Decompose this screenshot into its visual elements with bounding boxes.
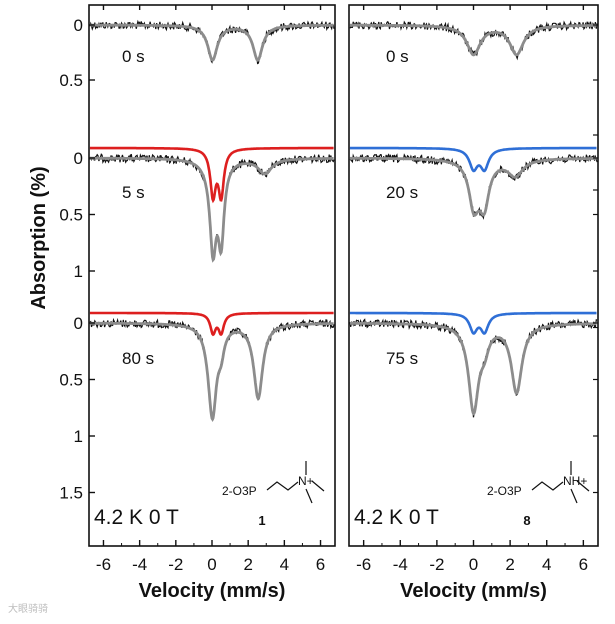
y-tick-label: 1 [74, 427, 83, 446]
component-fit-right-1 [349, 146, 597, 173]
x-tick-label: 4 [542, 555, 551, 574]
component-fit-right-2 [349, 311, 597, 335]
y-tick-label: 0 [74, 314, 83, 333]
component-fit-left-1 [89, 146, 334, 204]
x-tick-label: -2 [168, 555, 183, 574]
x-tick-label: -6 [96, 555, 111, 574]
compound-formula: 2-O3P [487, 484, 522, 498]
x-axis-title: Velocity (mm/s) [139, 580, 286, 602]
trace-label: 0 s [386, 47, 409, 66]
chain-bonds [266, 481, 299, 491]
condition-label: 4.2 K 0 T [354, 506, 439, 529]
y-tick-label: 1.5 [59, 484, 83, 503]
total-fit-right-0 [349, 23, 597, 57]
total-fit-left-0 [89, 23, 334, 62]
y-tick-label: 0 [74, 149, 83, 168]
watermark: 大眼骑骑 [8, 602, 48, 615]
compound-head-group: N+ [298, 474, 314, 488]
data-trace-left-0 [89, 19, 335, 65]
x-tick-label: 0 [469, 555, 478, 574]
methyl-bond [570, 488, 578, 504]
x-tick-label: -6 [356, 555, 371, 574]
compound-number: 1 [258, 513, 265, 528]
y-tick-label: 0.5 [59, 371, 83, 390]
compound-structure-left: 2-O3P N+ 1 [222, 461, 325, 528]
condition-label: 4.2 K 0 T [94, 506, 179, 529]
trace-label: 0 s [122, 47, 145, 66]
x-tick-label: -4 [132, 555, 147, 574]
methyl-bond [576, 480, 590, 492]
x-tick-label: 4 [280, 555, 289, 574]
panel-frame-left [88, 4, 336, 547]
trace-label: 20 s [386, 183, 418, 202]
x-tick-label: -2 [429, 555, 444, 574]
x-tick-label: 2 [243, 555, 252, 574]
trace-label: 80 s [122, 349, 154, 368]
y-tick-label: 0 [74, 16, 83, 35]
x-tick-label: -4 [393, 555, 408, 574]
x-tick-label: 0 [207, 555, 216, 574]
compound-number: 8 [523, 513, 530, 528]
total-fit-left-2 [89, 321, 334, 423]
x-tick-label: 6 [316, 555, 325, 574]
compound-formula: 2-O3P [222, 484, 257, 498]
methyl-bond [311, 480, 325, 492]
component-fit-left-2 [89, 311, 334, 337]
chain-bonds [531, 481, 564, 491]
x-tick-label: 6 [579, 555, 588, 574]
y-axis-title: Absorption (%) [28, 166, 50, 309]
panel-frame-right [348, 4, 599, 547]
total-fit-right-2 [349, 321, 597, 416]
y-tick-label: 1 [74, 262, 83, 281]
trace-label: 5 s [122, 183, 145, 202]
total-fit-left-1 [89, 156, 334, 263]
x-axis-title: Velocity (mm/s) [400, 580, 547, 602]
methyl-bond [305, 488, 313, 504]
y-tick-label: 0.5 [59, 71, 83, 90]
x-tick-label: 2 [505, 555, 514, 574]
trace-label: 75 s [386, 349, 418, 368]
y-tick-label: 0.5 [59, 206, 83, 225]
total-fit-right-1 [349, 156, 597, 217]
